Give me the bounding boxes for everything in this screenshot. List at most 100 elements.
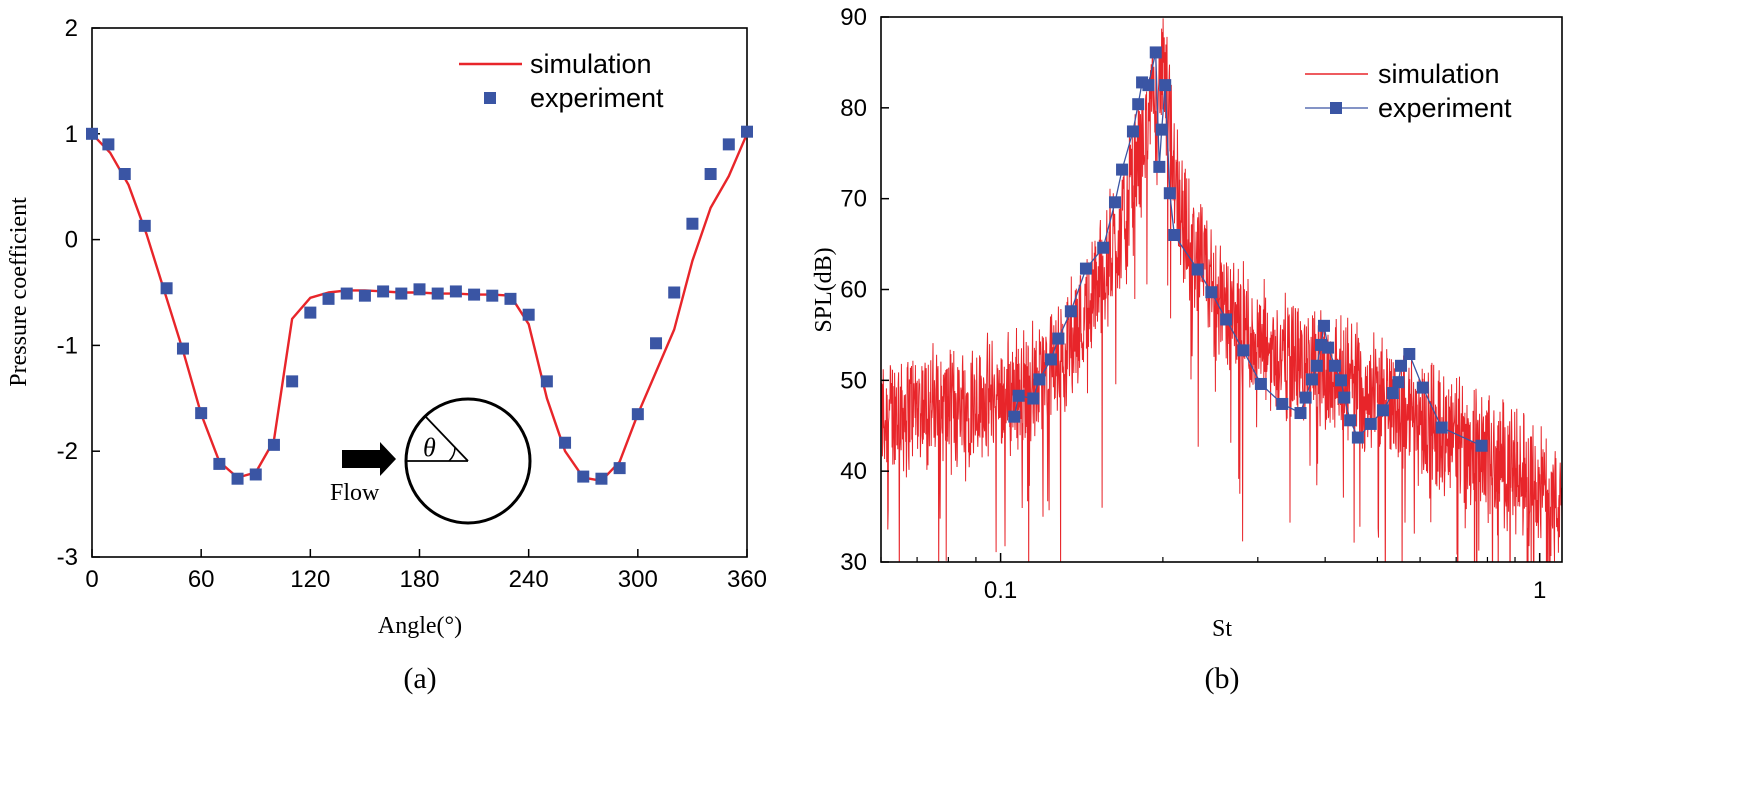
flow-inset: Flow θ	[330, 397, 532, 525]
experiment-point-a	[577, 470, 590, 483]
experiment-point-b	[1163, 187, 1176, 200]
experiment-point-b	[1364, 417, 1377, 430]
experiment-point-a	[377, 285, 390, 298]
panel-b-xlabel: St	[1212, 616, 1232, 642]
experiment-point-a	[668, 286, 681, 299]
panel-a-ticks: 0 60 120 180 240 300 360 -3 -2 -1 0 1 2	[57, 15, 767, 593]
panel-a-ylabel: Pressure coefficient	[6, 197, 32, 387]
experiment-point-b	[1276, 397, 1289, 410]
experiment-point-b	[1254, 377, 1267, 390]
panel-a-chart: 0 60 120 180 240 300 360 -3 -2 -1 0 1 2 Flow θ simul…	[6, 15, 767, 695]
panel-a-series	[86, 125, 753, 485]
simulation-line-a	[91, 132, 749, 482]
experiment-point-b	[1305, 373, 1318, 386]
x-tick-label-a: 60	[188, 566, 215, 593]
panel-a-xlabel: Angle(°)	[378, 613, 462, 639]
y-tick-label-b: 30	[840, 549, 867, 576]
experiment-point-a	[267, 438, 280, 451]
legend-a-experiment-swatch	[484, 92, 496, 104]
experiment-point-a	[231, 472, 244, 485]
experiment-point-b	[1108, 196, 1121, 209]
experiment-point-a	[340, 287, 353, 300]
experiment-point-a	[449, 285, 462, 298]
y-tick-label-b: 50	[840, 367, 867, 394]
panel-b-legend: simulation experiment	[1305, 59, 1512, 123]
experiment-point-a	[413, 283, 426, 296]
experiment-point-a	[468, 288, 481, 301]
experiment-point-a	[195, 407, 208, 420]
y-tick-label-a: 0	[65, 227, 78, 254]
experiment-point-b	[1416, 381, 1429, 394]
panel-b-chart: 0.1 1 30 40 50 60 70 80 90 simulation experiment…	[811, 4, 1563, 695]
experiment-point-b	[1044, 353, 1057, 366]
experiment-point-b	[1351, 431, 1364, 444]
experiment-point-a	[650, 337, 663, 350]
experiment-point-a	[595, 472, 608, 485]
experiment-point-a	[722, 138, 735, 151]
x-tick-label-a: 240	[509, 566, 549, 593]
experiment-point-b	[1205, 286, 1218, 299]
experiment-point-b	[1392, 376, 1405, 389]
x-tick-label-b: 1	[1533, 577, 1546, 604]
experiment-point-a	[741, 125, 753, 138]
legend-b-simulation-label: simulation	[1378, 59, 1500, 89]
experiment-point-b	[1027, 392, 1040, 405]
experiment-point-a	[322, 292, 335, 305]
experiment-point-a	[249, 468, 262, 481]
experiment-point-b	[1153, 160, 1166, 173]
experiment-point-b	[1097, 241, 1110, 254]
theta-label: θ	[423, 433, 436, 462]
experiment-point-b	[1132, 98, 1145, 111]
angle-ray-line	[424, 415, 469, 462]
experiment-point-a	[540, 375, 553, 388]
experiment-point-b	[1008, 410, 1021, 423]
y-tick-label-b: 70	[840, 186, 867, 213]
x-tick-label-a: 300	[618, 566, 658, 593]
experiment-point-a	[358, 289, 371, 302]
experiment-point-b	[1310, 359, 1323, 372]
experiment-point-b	[1386, 387, 1399, 400]
x-tick-label-a: 360	[727, 566, 767, 593]
experiment-point-b	[1394, 359, 1407, 372]
experiment-point-a	[118, 168, 131, 181]
x-tick-label-b: 0.1	[984, 577, 1017, 604]
experiment-point-a	[631, 408, 644, 421]
experiment-point-b	[1033, 373, 1046, 386]
experiment-point-b	[1376, 404, 1389, 417]
experiment-point-a	[160, 282, 173, 295]
y-tick-label-a: -3	[57, 544, 78, 571]
panel-b-series	[881, 18, 1562, 562]
experiment-point-a	[613, 462, 626, 475]
experiment-point-a	[286, 375, 299, 388]
experiment-point-b	[1328, 359, 1341, 372]
experiment-point-b	[1344, 414, 1357, 427]
experiment-point-b	[1012, 389, 1025, 402]
experiment-point-b	[1338, 391, 1351, 404]
panel-b-ticks: 0.1 1 30 40 50 60 70 80 90	[840, 4, 1546, 604]
experiment-point-b	[1168, 229, 1181, 241]
experiment-point-a	[395, 287, 408, 300]
y-tick-label-b: 40	[840, 458, 867, 485]
experiment-point-a	[102, 138, 115, 151]
experiment-point-a	[304, 306, 317, 319]
panel-a-legend: simulation experiment	[459, 49, 664, 113]
experiment-point-b	[1475, 439, 1488, 452]
experiment-point-b	[1191, 263, 1204, 276]
experiment-point-b	[1299, 391, 1312, 404]
y-tick-label-a: -2	[57, 438, 78, 465]
experiment-point-b	[1126, 125, 1139, 138]
experiment-point-a	[522, 308, 535, 321]
flow-label: Flow	[330, 480, 380, 506]
experiment-point-b	[1294, 407, 1307, 420]
angle-arc	[448, 446, 456, 462]
legend-a-experiment-label: experiment	[530, 83, 664, 113]
x-tick-label-a: 0	[85, 566, 98, 593]
experiment-point-a	[138, 219, 151, 232]
experiment-point-a	[704, 168, 717, 181]
experiment-point-a	[213, 457, 226, 470]
legend-a-simulation-label: simulation	[530, 49, 652, 79]
experiment-point-b	[1079, 262, 1092, 275]
experiment-point-a	[686, 217, 699, 230]
y-tick-label-a: 2	[65, 15, 78, 42]
